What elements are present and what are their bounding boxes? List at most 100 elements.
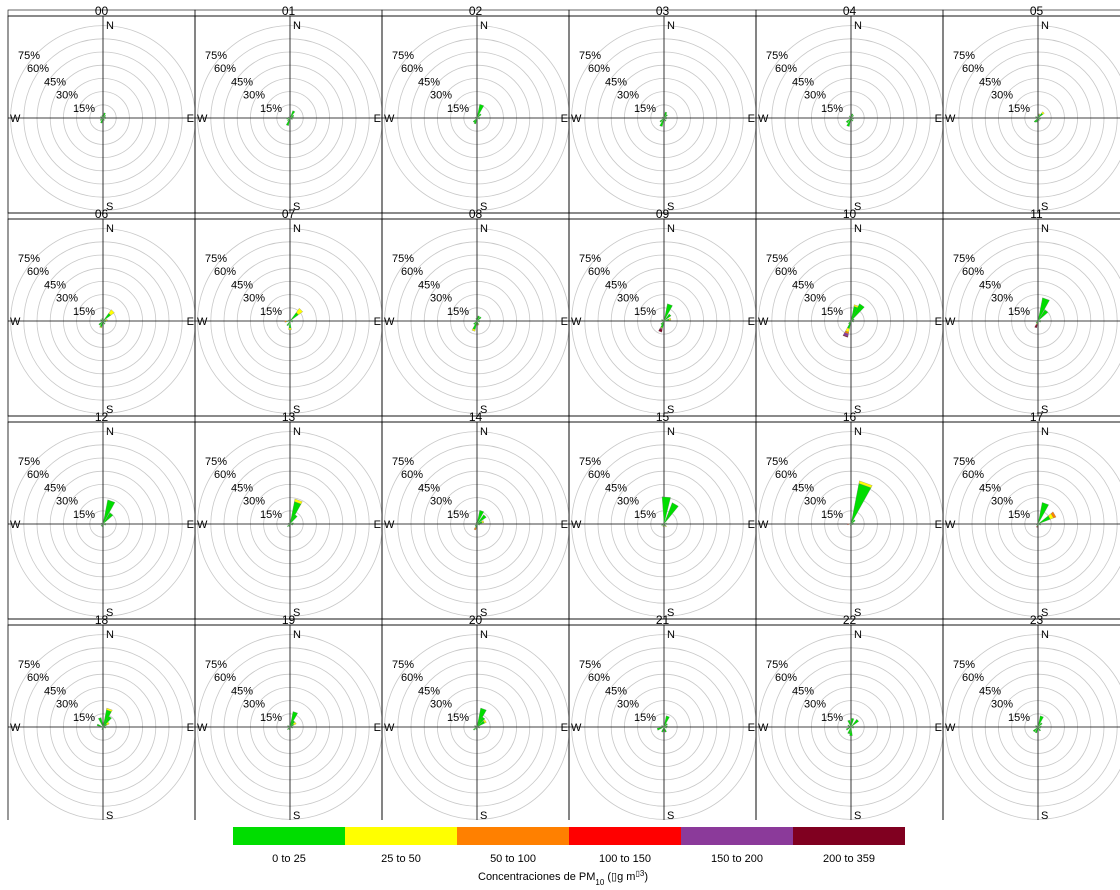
compass-s: S (106, 404, 113, 416)
panel-03: 03 N S W E 15%30% 45%60%75% (568, 4, 757, 214)
legend-bin-label: 25 to 50 (381, 853, 421, 865)
petal-segment (659, 117, 665, 123)
panel-15: 15 N S W E 15%30% 45%60%75% (568, 410, 757, 620)
petal-segment (1037, 722, 1043, 728)
compass-w: W (945, 316, 956, 328)
radial-label: 15% (260, 306, 282, 318)
radial-label: 15% (260, 509, 282, 521)
radial-label: 45% (792, 76, 814, 88)
petal-segment (474, 523, 478, 527)
panel-title: 18 (95, 613, 109, 627)
compass-n: N (854, 223, 862, 235)
petal-segment (1037, 319, 1041, 322)
petal-segment (850, 114, 855, 119)
legend-bin-label: 100 to 150 (599, 853, 651, 865)
petal-segment (475, 318, 478, 322)
panel-09: 09 N S W E 15%30% 45%60%75% (568, 207, 757, 417)
petal-segment (108, 309, 115, 316)
radial-label: 15% (821, 103, 843, 115)
panel-frame (7, 218, 196, 417)
petal-segment (100, 523, 104, 527)
compass-e: E (374, 113, 381, 125)
petal-segment (296, 307, 304, 315)
petal-segment (287, 725, 291, 728)
compass-e: E (935, 113, 942, 125)
petal-segment (1037, 297, 1050, 322)
radial-label: 45% (44, 279, 66, 291)
petal-segment (476, 113, 482, 119)
petal-segment (845, 726, 852, 731)
legend-title-main: Concentraciones de PM (478, 871, 595, 883)
petal-segment (850, 117, 854, 120)
compass-w: W (758, 113, 769, 125)
panel-title: 12 (95, 410, 109, 424)
compass-n: N (1041, 223, 1049, 235)
compass-w: W (197, 316, 208, 328)
legend-bin-label: 50 to 100 (490, 853, 536, 865)
radial-label: 45% (231, 279, 253, 291)
petals (845, 718, 860, 736)
compass-w: W (10, 722, 21, 734)
radial-label: 30% (804, 496, 826, 508)
radial-label: 75% (18, 253, 40, 265)
radial-label: 30% (804, 90, 826, 102)
radial-label: 60% (401, 469, 423, 481)
legend-axis-title: Concentraciones de PM10 (▯g m▯3) (478, 869, 648, 887)
petal-segment (96, 723, 104, 728)
panel-frame (194, 421, 383, 620)
petal-segment (100, 116, 104, 119)
panel-frame (381, 421, 570, 620)
petals (98, 309, 115, 329)
radial-label: 75% (392, 456, 414, 468)
radial-label: 60% (401, 63, 423, 75)
legend-title-unit-open: ( (604, 871, 611, 883)
radial-label: 15% (1008, 509, 1030, 521)
radial-label: 15% (447, 103, 469, 115)
panel-title: 23 (1030, 613, 1044, 627)
petal-segment (102, 726, 106, 729)
petals (1033, 111, 1045, 123)
radial-label: 15% (1008, 103, 1030, 115)
compass-s: S (667, 810, 674, 820)
petal-segment (476, 320, 480, 323)
panel-frame (755, 15, 944, 214)
radial-label: 15% (634, 712, 656, 724)
petal-segment (99, 326, 102, 329)
petal-segment (656, 726, 665, 731)
petal-segment (101, 522, 104, 525)
petal-segment (289, 726, 293, 729)
compass-n: N (106, 223, 114, 235)
radial-label: 15% (73, 509, 95, 521)
compass-w: W (197, 113, 208, 125)
petal-segment (850, 718, 855, 728)
petal-segment (289, 116, 294, 119)
radial-label: 30% (617, 496, 639, 508)
petal-segment (663, 117, 667, 120)
panel-title: 20 (469, 613, 483, 627)
petals (472, 707, 487, 731)
petal-segment (105, 318, 108, 321)
petals (1032, 715, 1044, 734)
panel-17: 17NSWE15%30%45%60%75% (942, 410, 1120, 620)
radial-label: 45% (979, 482, 1001, 494)
petal-segment (289, 110, 296, 119)
radial-label: 75% (205, 253, 227, 265)
compass-s: S (480, 404, 487, 416)
petal-segment (472, 320, 478, 330)
radial-label: 15% (634, 509, 656, 521)
petal-segment (102, 499, 116, 525)
compass-e: E (187, 316, 194, 328)
compass-w: W (945, 519, 956, 531)
petal-segment (850, 725, 854, 728)
panel-title: 17 (1030, 410, 1044, 424)
petal-segment (102, 715, 112, 728)
petal-segment (288, 116, 291, 119)
petal-segment (102, 512, 114, 525)
radial-label: 30% (430, 699, 452, 711)
radial-label: 15% (634, 306, 656, 318)
radial-label: 30% (617, 699, 639, 711)
compass-e: E (935, 519, 942, 531)
petal-segment (850, 113, 854, 119)
compass-s: S (480, 201, 487, 213)
petal-segment (663, 522, 667, 525)
